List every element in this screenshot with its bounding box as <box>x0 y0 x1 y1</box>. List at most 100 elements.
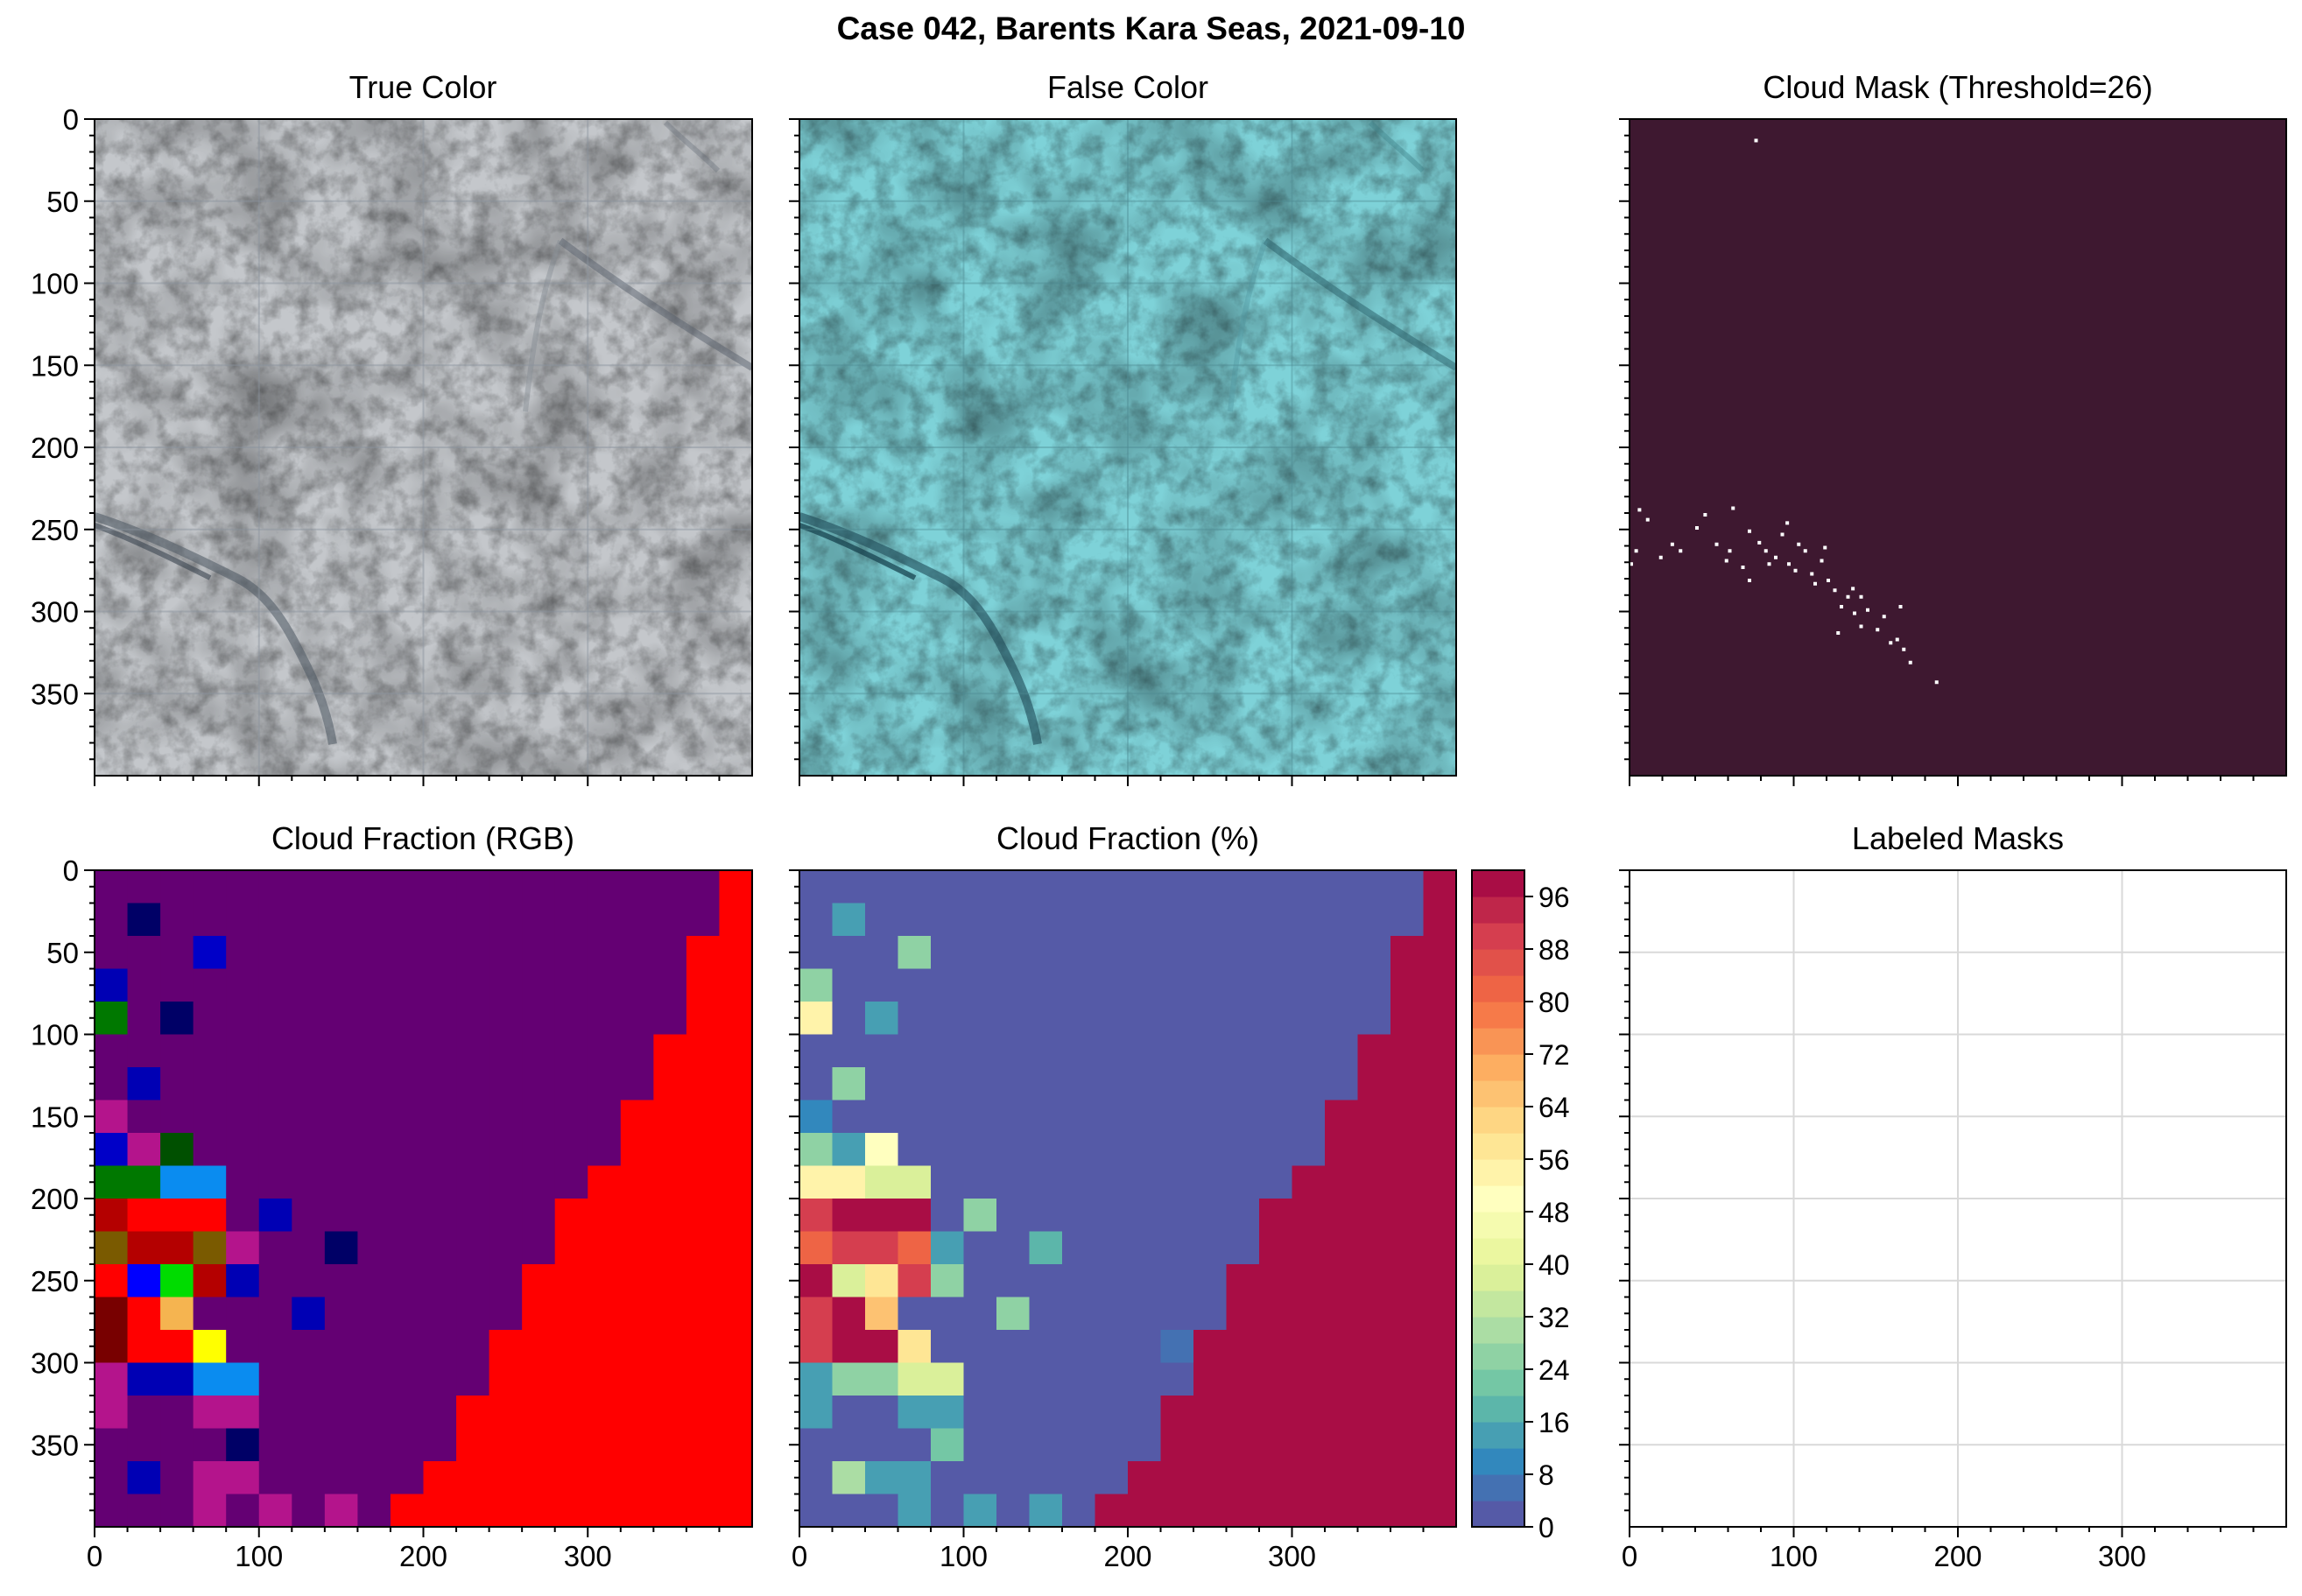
heatmap-cell <box>898 1362 932 1396</box>
heatmap-cell <box>226 1133 260 1167</box>
heatmap-cell <box>357 1297 391 1331</box>
heatmap-cell <box>799 1330 834 1364</box>
heatmap-cell <box>456 1165 490 1199</box>
heatmap-cell <box>963 1034 997 1068</box>
heatmap-cell <box>686 1165 721 1199</box>
heatmap-cell <box>1292 1396 1326 1430</box>
heatmap-cell <box>1325 1264 1359 1298</box>
heatmap-cell <box>1128 1396 1162 1430</box>
heatmap-cell <box>1325 870 1359 904</box>
heatmap-cell <box>1095 1231 1129 1265</box>
heatmap-cell <box>554 1396 588 1430</box>
mask-cloud-pixel <box>1731 506 1735 510</box>
heatmap-cell <box>1029 1199 1063 1233</box>
heatmap-cell <box>996 1034 1031 1068</box>
heatmap-cell <box>226 1034 260 1068</box>
heatmap-cell <box>588 870 622 904</box>
heatmap-cell <box>719 1231 753 1265</box>
panel-cloud-mask: Cloud Mask (Threshold=26) <box>1619 69 2287 786</box>
heatmap-cell <box>1160 1034 1194 1068</box>
heatmap-cell <box>653 1034 687 1068</box>
heatmap-cell <box>588 1461 622 1495</box>
mask-cloud-pixel <box>1634 549 1638 553</box>
y-tick-label: 350 <box>31 678 79 710</box>
heatmap-cell <box>1325 1362 1359 1396</box>
heatmap-cell <box>1259 1494 1293 1528</box>
heatmap-cell <box>1390 1231 1425 1265</box>
heatmap-cell <box>226 1396 260 1430</box>
heatmap-cell <box>357 1133 391 1167</box>
heatmap-cell <box>456 1461 490 1495</box>
heatmap-cell <box>898 870 932 904</box>
heatmap-cell <box>1193 1231 1228 1265</box>
heatmap-cell <box>996 1264 1031 1298</box>
heatmap-cell <box>963 1297 997 1331</box>
heatmap-cell <box>1029 1428 1063 1462</box>
heatmap-cell <box>1193 1133 1228 1167</box>
heatmap-cell <box>127 903 161 937</box>
heatmap-cell <box>127 1034 161 1068</box>
heatmap-cell <box>456 936 490 970</box>
heatmap-cell <box>931 1494 965 1528</box>
heatmap-cell <box>292 936 326 970</box>
heatmap-cell <box>963 1428 997 1462</box>
heatmap-cell <box>258 1461 292 1495</box>
heatmap-cell <box>1029 936 1063 970</box>
heatmap-cell <box>160 903 194 937</box>
colorbar-level <box>1472 949 1524 976</box>
panel-title-labeled-masks: Labeled Masks <box>1852 820 2064 856</box>
heatmap-cell <box>489 1362 523 1396</box>
heatmap-cell <box>1029 1067 1063 1101</box>
heatmap-cell <box>324 1067 358 1101</box>
heatmap-cell <box>1062 1264 1096 1298</box>
heatmap-cell <box>390 968 425 1002</box>
heatmap-cell <box>226 1330 260 1364</box>
x-tick-label: 100 <box>1770 1540 1818 1572</box>
heatmap-cell <box>865 1133 899 1167</box>
heatmap-cell <box>865 1165 899 1199</box>
heatmap-cell <box>996 1100 1031 1134</box>
heatmap-cell <box>390 1002 425 1036</box>
heatmap-cell <box>653 870 687 904</box>
heatmap-cell <box>1226 1494 1260 1528</box>
heatmap-cell <box>127 1133 161 1167</box>
heatmap-cell <box>1095 936 1129 970</box>
heatmap-cell <box>226 1002 260 1036</box>
heatmap-cell <box>799 1396 834 1430</box>
heatmap-cell <box>95 1231 129 1265</box>
heatmap-cell <box>160 1067 194 1101</box>
heatmap-cell <box>390 936 425 970</box>
mask-cloud-pixel <box>1645 517 1650 522</box>
heatmap-cell <box>719 1428 753 1462</box>
heatmap-cell <box>1390 1494 1425 1528</box>
heatmap-cell <box>931 1100 965 1134</box>
heatmap-cell <box>423 1330 457 1364</box>
heatmap-cell <box>1160 1165 1194 1199</box>
heatmap-cell <box>799 1034 834 1068</box>
heatmap-cell <box>456 903 490 937</box>
heatmap-cell <box>489 1067 523 1101</box>
heatmap-cell <box>522 1330 556 1364</box>
heatmap-cell <box>1259 1396 1293 1430</box>
heatmap-cell <box>1062 1362 1096 1396</box>
heatmap-cell <box>996 1297 1031 1331</box>
heatmap-cell <box>1259 1067 1293 1101</box>
heatmap-cell <box>390 1494 425 1528</box>
heatmap-cell <box>653 1231 687 1265</box>
heatmap-cell <box>554 1428 588 1462</box>
heatmap-cell <box>686 903 721 937</box>
panel-title-true-color: True Color <box>349 69 497 105</box>
heatmap-cell <box>865 1362 899 1396</box>
heatmap-cell <box>489 968 523 1002</box>
labeled-masks-x-axis: 0 100 200 300 <box>1622 1527 2255 1572</box>
heatmap-cell <box>127 1297 161 1331</box>
heatmap-cell <box>620 1494 654 1528</box>
heatmap-cell <box>423 1199 457 1233</box>
heatmap-cell <box>931 1133 965 1167</box>
heatmap-cell <box>95 1165 129 1199</box>
heatmap-cell <box>258 968 292 1002</box>
heatmap-cell <box>258 1396 292 1430</box>
heatmap-cell <box>1095 1165 1129 1199</box>
mask-cloud-pixel <box>1853 611 1856 615</box>
heatmap-cell <box>1095 1199 1129 1233</box>
